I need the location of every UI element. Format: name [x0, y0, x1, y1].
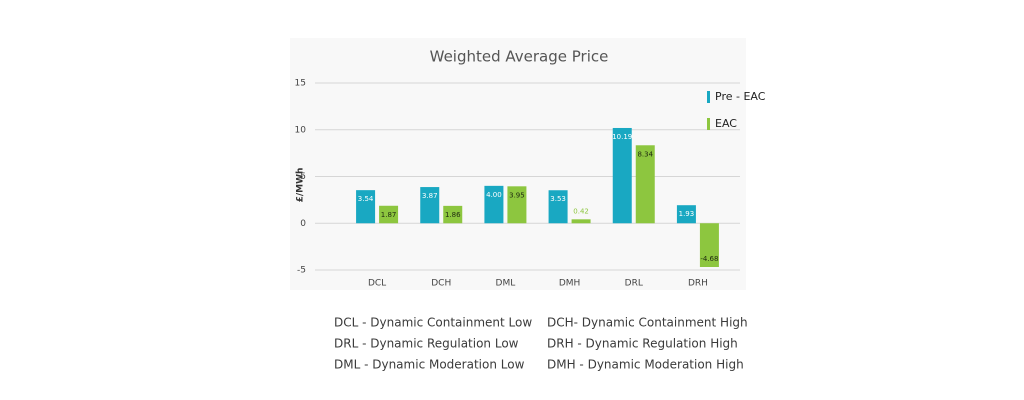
bar [548, 190, 568, 224]
value-label: 1.86 [445, 211, 461, 219]
y-tick-label: 15 [295, 79, 306, 89]
bar [420, 187, 440, 224]
bar [507, 186, 527, 224]
x-tick-label: DCH [431, 279, 451, 289]
x-tick-label: DML [496, 279, 516, 289]
value-label: 3.95 [509, 191, 525, 199]
value-label: 1.93 [679, 210, 695, 218]
bar [676, 205, 696, 224]
y-tick-label: 0 [300, 219, 306, 229]
value-label: 4.00 [486, 191, 502, 199]
legend-label: EAC [715, 117, 737, 130]
x-tick-label: DCL [368, 279, 386, 289]
footnote: DCL - Dynamic Containment Low [334, 316, 532, 330]
value-label: -4.68 [700, 255, 718, 263]
bar [356, 190, 376, 224]
bar [635, 145, 655, 224]
value-label: 3.54 [358, 195, 374, 203]
bar [484, 185, 504, 224]
bar [699, 223, 719, 268]
x-tick-label: DRL [625, 279, 643, 289]
y-axis-label: £/MWh [296, 168, 306, 203]
footnote: DML - Dynamic Moderation Low [334, 358, 525, 372]
footnote: DCH- Dynamic Containment High [547, 316, 748, 330]
legend-swatch [707, 118, 710, 130]
legend-swatch [707, 91, 710, 103]
chart-background [290, 38, 746, 290]
y-tick-label: -5 [297, 266, 306, 276]
bar [571, 219, 591, 224]
chart-title: Weighted Average Price [430, 48, 609, 66]
footnote: DMH - Dynamic Moderation High [547, 358, 744, 372]
footnote: DRL - Dynamic Regulation Low [334, 337, 519, 351]
bar [443, 205, 463, 224]
value-label: 1.87 [381, 211, 397, 219]
value-label: 0.42 [573, 207, 589, 215]
bar [379, 205, 399, 224]
value-label: 3.87 [422, 192, 438, 200]
bar [612, 127, 632, 224]
legend-label: Pre - EAC [715, 90, 766, 103]
x-tick-label: DRH [688, 279, 708, 289]
value-label: 3.53 [550, 195, 566, 203]
footnote: DRH - Dynamic Regulation High [547, 337, 738, 351]
value-label: 10.19 [612, 133, 632, 141]
value-label: 8.34 [637, 150, 653, 158]
y-tick-label: 5 [300, 172, 306, 182]
x-tick-label: DMH [559, 279, 580, 289]
y-tick-label: 10 [295, 125, 307, 135]
